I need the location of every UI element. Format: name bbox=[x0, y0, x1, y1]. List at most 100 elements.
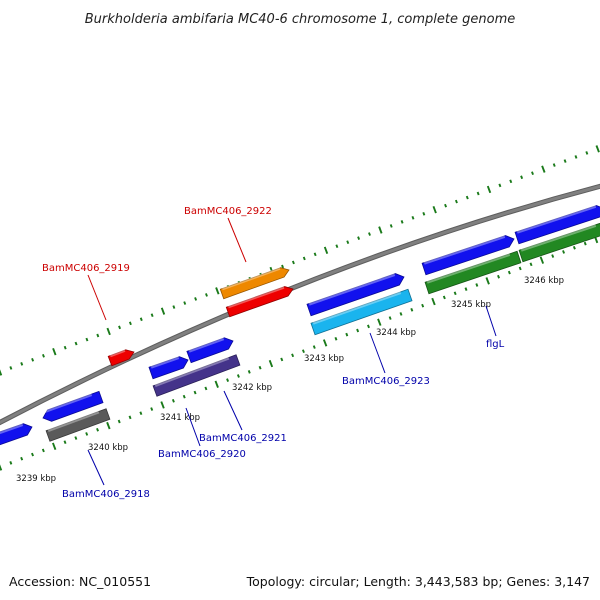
inner-ring-major-tick bbox=[0, 464, 3, 471]
label-leader-line bbox=[227, 217, 247, 263]
gene-label: BamMC406_2921 bbox=[199, 433, 287, 444]
outer-ring-minor-tick bbox=[563, 159, 567, 163]
outer-ring-minor-tick bbox=[552, 163, 556, 167]
gene-arrow-blue bbox=[514, 204, 600, 245]
outer-ring-minor-tick bbox=[389, 224, 393, 228]
outer-ring-minor-tick bbox=[63, 345, 67, 350]
inner-ring-minor-tick bbox=[139, 411, 143, 416]
inner-ring-major-tick bbox=[52, 442, 57, 451]
gene-arrow-blue bbox=[42, 390, 104, 422]
gene-arrow-bammc406-2919-upper bbox=[225, 286, 294, 318]
inner-ring-minor-tick bbox=[128, 415, 132, 420]
inner-ring-minor-tick bbox=[236, 374, 240, 378]
outer-ring-major-tick bbox=[52, 348, 57, 356]
accession-text: Accession: NC_010551 bbox=[9, 574, 151, 589]
inner-ring-minor-tick bbox=[171, 398, 175, 403]
inner-ring-major-tick bbox=[485, 277, 490, 285]
outer-ring-minor-tick bbox=[465, 195, 469, 200]
outer-ring-minor-tick bbox=[139, 317, 143, 322]
gene-arrow-blue bbox=[421, 234, 515, 276]
outer-ring-major-tick bbox=[432, 206, 437, 214]
inner-ring-major-tick bbox=[539, 256, 545, 264]
inner-ring-minor-tick bbox=[85, 432, 89, 436]
topology-summary-text: Topology: circular; Length: 3,443,583 bp… bbox=[246, 574, 590, 589]
backbone-line-shadow bbox=[0, 183, 600, 426]
outer-ring-minor-tick bbox=[118, 325, 121, 330]
backbone-line bbox=[0, 184, 600, 425]
inner-ring-major-tick bbox=[214, 380, 219, 388]
inner-ring-minor-tick bbox=[9, 461, 13, 465]
inner-ring-minor-tick bbox=[150, 407, 154, 411]
label-leader-line bbox=[87, 449, 105, 486]
label-leader-line bbox=[485, 305, 497, 337]
scale-tick-label: 3246 kbp bbox=[524, 276, 564, 286]
inner-ring-minor-tick bbox=[464, 287, 468, 291]
scale-tick-label: 3242 kbp bbox=[232, 383, 272, 393]
outer-ring-minor-tick bbox=[31, 357, 35, 362]
inner-ring-minor-tick bbox=[345, 332, 349, 337]
inner-ring-major-tick bbox=[268, 359, 274, 368]
feature-labels: 3239 kbp 3240 kbp 3241 kbp 3242 kbp 3243 kbp… bbox=[16, 206, 564, 500]
scale-tick-label: 3240 kbp bbox=[88, 443, 128, 453]
outer-ring-major-tick bbox=[378, 226, 383, 234]
outer-ring-minor-tick bbox=[400, 220, 404, 224]
inner-ring-minor-tick bbox=[475, 283, 479, 287]
gene-label: BamMC406_2919 bbox=[42, 263, 130, 274]
outer-ring-minor-tick bbox=[335, 244, 339, 249]
inner-ring-minor-tick bbox=[399, 312, 403, 316]
inner-ring-minor-tick bbox=[41, 448, 45, 453]
outer-ring-minor-tick bbox=[74, 341, 78, 346]
inner-ring-minor-tick bbox=[551, 254, 555, 258]
outer-ring-minor-tick bbox=[574, 155, 578, 159]
inner-ring-major-tick bbox=[431, 297, 436, 306]
outer-ring-minor-tick bbox=[346, 240, 350, 245]
gene-label: flgL bbox=[486, 339, 505, 350]
inner-ring-minor-tick bbox=[334, 336, 338, 341]
label-leader-line bbox=[369, 332, 386, 374]
outer-ring-minor-tick bbox=[422, 211, 426, 216]
outer-ring-minor-tick bbox=[291, 260, 295, 265]
scale-tick-label: 3241 kbp bbox=[160, 413, 200, 423]
outer-ring-minor-tick bbox=[444, 203, 448, 208]
outer-ring-minor-tick bbox=[498, 183, 502, 188]
inner-ring-minor-tick bbox=[410, 307, 414, 312]
inner-ring-minor-tick bbox=[367, 324, 370, 329]
scale-tick-label: 3244 kbp bbox=[376, 328, 416, 338]
outer-ring-minor-tick bbox=[411, 215, 415, 220]
map-title: Burkholderia ambifaria MC40-6 chromosome… bbox=[85, 12, 515, 27]
inner-ring-major-tick bbox=[377, 318, 382, 326]
label-leader-line bbox=[223, 390, 243, 431]
outer-ring-minor-tick bbox=[368, 232, 371, 236]
outer-ring-minor-tick bbox=[357, 236, 361, 240]
gene-arrow-bammc406-2920 bbox=[148, 356, 189, 380]
outer-ring-major-tick bbox=[0, 369, 3, 376]
outer-ring-minor-tick bbox=[172, 305, 176, 309]
inner-ring-major-tick bbox=[322, 339, 328, 347]
scale-tick-label: 3245 kbp bbox=[451, 300, 491, 310]
outer-ring-major-tick bbox=[486, 185, 492, 194]
inner-ring-minor-tick bbox=[442, 295, 446, 300]
gene-arrow-bammc406-2919 bbox=[107, 349, 135, 367]
outer-ring-minor-tick bbox=[194, 297, 198, 301]
inner-ring-minor-tick bbox=[20, 456, 24, 461]
gene-label: BamMC406_2918 bbox=[62, 489, 150, 500]
inner-ring-minor-tick bbox=[518, 266, 522, 271]
inner-ring-minor-tick bbox=[247, 370, 251, 374]
inner-ring-minor-tick bbox=[388, 316, 392, 320]
outer-ring-minor-tick bbox=[509, 179, 513, 184]
gene-arrow-blue bbox=[306, 273, 405, 317]
outer-ring-minor-tick bbox=[585, 151, 589, 155]
outer-ring-minor-tick bbox=[531, 171, 534, 176]
inner-ring-minor-tick bbox=[453, 291, 457, 296]
inner-ring-minor-tick bbox=[312, 345, 316, 349]
inner-ring-minor-tick bbox=[421, 303, 425, 308]
outer-ring-minor-tick bbox=[302, 256, 306, 261]
label-leader-line bbox=[185, 407, 201, 447]
gene-label: BamMC406_2920 bbox=[158, 449, 246, 460]
inner-ring-minor-tick bbox=[583, 241, 587, 246]
outer-ring-minor-tick bbox=[9, 366, 13, 370]
outer-ring-minor-tick bbox=[454, 199, 458, 204]
outer-ring-major-tick bbox=[215, 287, 220, 295]
inner-ring-minor-tick bbox=[291, 353, 295, 358]
